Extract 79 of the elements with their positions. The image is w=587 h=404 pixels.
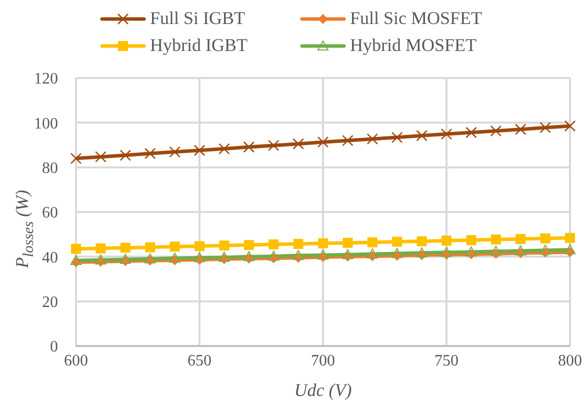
legend-label: Full Si IGBT <box>150 8 246 29</box>
point <box>441 246 452 257</box>
point <box>219 240 230 250</box>
point <box>466 246 477 256</box>
point <box>218 143 230 154</box>
legend-label: Full Sic MOSFET <box>350 8 482 29</box>
point <box>170 242 180 252</box>
point <box>342 249 354 260</box>
point <box>466 126 477 138</box>
point <box>366 133 378 145</box>
point <box>145 242 156 252</box>
point <box>169 252 180 263</box>
point <box>194 252 205 262</box>
point <box>392 248 403 258</box>
point <box>392 236 402 247</box>
point <box>440 128 452 140</box>
point <box>95 151 106 162</box>
x-tick-label: 650 <box>188 352 212 370</box>
point <box>342 238 353 248</box>
point <box>416 236 427 246</box>
y-tick-label: 40 <box>42 249 58 266</box>
point <box>70 152 82 164</box>
point <box>243 141 255 153</box>
point <box>366 248 378 258</box>
point <box>416 130 428 142</box>
point <box>490 125 502 137</box>
point <box>268 140 280 152</box>
legend-label: Hybrid IGBT <box>150 35 248 56</box>
point <box>194 144 206 156</box>
x-tick-label: 600 <box>64 352 88 370</box>
x-tick-label: 750 <box>434 352 458 370</box>
point <box>120 242 130 253</box>
point <box>292 250 304 260</box>
y-tick-label: 20 <box>42 294 58 312</box>
point <box>318 250 328 260</box>
y-tick-label: 0 <box>50 338 58 356</box>
point <box>120 150 132 161</box>
point <box>293 238 304 249</box>
x-tick-label: 700 <box>311 352 335 370</box>
point <box>268 239 279 250</box>
point <box>514 124 526 136</box>
point <box>218 252 230 262</box>
point <box>540 233 550 244</box>
point <box>540 244 551 255</box>
point <box>516 234 526 244</box>
y-tick-label: 120 <box>34 70 58 88</box>
point <box>416 247 428 258</box>
point <box>564 244 576 254</box>
point <box>442 236 452 246</box>
point <box>540 122 551 134</box>
legend-label: Hybrid MOSFET <box>350 35 477 56</box>
point <box>244 240 254 250</box>
point <box>169 146 180 158</box>
x-axis-title: Udc (V) <box>294 380 352 400</box>
point <box>318 238 328 248</box>
point <box>71 244 81 254</box>
y-tick-label: 80 <box>42 160 58 178</box>
point <box>120 254 131 264</box>
point <box>144 148 156 160</box>
x-tick-label: 800 <box>558 352 582 370</box>
point <box>96 243 106 254</box>
point <box>564 120 576 132</box>
point <box>565 232 575 243</box>
point <box>144 253 156 264</box>
point <box>515 245 526 256</box>
point <box>243 251 254 262</box>
point <box>466 235 476 246</box>
point <box>268 250 280 261</box>
point <box>70 254 82 265</box>
point <box>391 132 403 144</box>
y-tick-label: 60 <box>42 204 58 222</box>
point <box>342 134 354 146</box>
point <box>317 136 329 148</box>
y-tick-label: 100 <box>34 115 58 132</box>
point <box>490 234 501 244</box>
point <box>490 246 502 256</box>
point <box>292 138 304 150</box>
point <box>367 237 378 248</box>
point <box>194 241 204 252</box>
